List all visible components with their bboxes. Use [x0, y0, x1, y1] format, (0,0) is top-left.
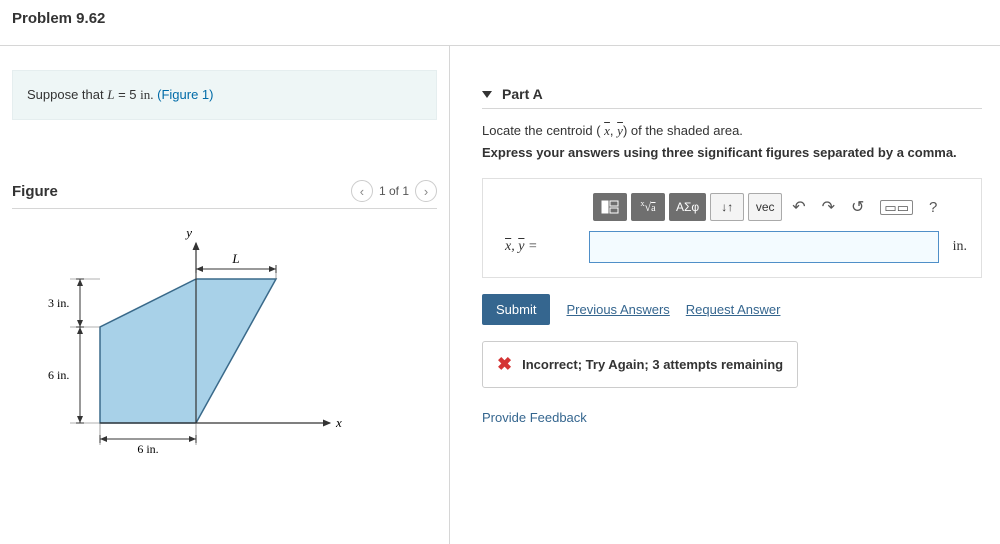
part-label: Part A: [502, 86, 543, 102]
answer-unit: in.: [947, 239, 967, 255]
prev-figure-button[interactable]: ‹: [351, 180, 373, 202]
next-figure-button[interactable]: ›: [415, 180, 437, 202]
label-eq: =: [524, 239, 537, 254]
answer-input[interactable]: [589, 231, 939, 263]
incorrect-icon: ✖: [497, 354, 512, 375]
svg-text:L: L: [231, 251, 239, 266]
redo-button[interactable]: ↷: [816, 193, 841, 221]
answer-block: x√a ΑΣφ ↓↑ vec ↶ ↷ ↺ ▭▭ ? x, y = in.: [482, 178, 982, 278]
problem-prompt: Suppose that L = 5 in. (Figure 1): [12, 70, 437, 120]
answer-label: x, y =: [501, 239, 581, 255]
part-header[interactable]: Part A: [482, 86, 982, 109]
svg-text:6 in.: 6 in.: [48, 368, 69, 382]
collapse-icon: [482, 91, 492, 98]
feedback-box: ✖ Incorrect; Try Again; 3 attempts remai…: [482, 341, 798, 388]
figure-link[interactable]: (Figure 1): [157, 87, 213, 102]
main-columns: Suppose that L = 5 in. (Figure 1) Figure…: [0, 46, 1000, 544]
provide-feedback-link[interactable]: Provide Feedback: [482, 410, 982, 425]
right-column: Part A Locate the centroid ( x, y) of th…: [450, 46, 1000, 544]
label-xbar: x: [505, 239, 511, 254]
equation-toolbar: x√a ΑΣφ ↓↑ vec ↶ ↷ ↺ ▭▭ ?: [593, 193, 967, 221]
figure-heading: Figure: [12, 183, 58, 200]
figure-diagram: x y 3 in. 6 in. 6 in. L: [20, 223, 350, 463]
svg-text:3 in.: 3 in.: [48, 296, 69, 310]
sqrt-button[interactable]: x√a: [631, 193, 665, 221]
answer-input-row: x, y = in.: [501, 231, 967, 263]
greek-button[interactable]: ΑΣφ: [669, 193, 706, 221]
svg-text:6 in.: 6 in.: [137, 442, 158, 456]
keyboard-icon: ▭▭: [880, 200, 913, 215]
instruction-text: Locate the centroid ( x, y) of the shade…: [482, 123, 982, 139]
submit-button[interactable]: Submit: [482, 294, 550, 325]
template-icon: [601, 200, 619, 214]
figure-pager: ‹ 1 of 1 ›: [351, 180, 437, 202]
pager-text: 1 of 1: [379, 184, 409, 198]
prompt-text: Suppose that: [27, 87, 107, 102]
reset-button[interactable]: ↺: [845, 193, 870, 221]
figure-header: Figure ‹ 1 of 1 ›: [12, 180, 437, 209]
previous-answers-link[interactable]: Previous Answers: [566, 302, 669, 317]
vec-button[interactable]: vec: [748, 193, 782, 221]
sqrt-icon: x√a: [640, 199, 655, 215]
request-answer-link[interactable]: Request Answer: [686, 302, 781, 317]
keyboard-button[interactable]: ▭▭: [874, 193, 919, 221]
svg-text:x: x: [335, 415, 342, 430]
left-column: Suppose that L = 5 in. (Figure 1) Figure…: [0, 46, 450, 544]
prompt-unit: in.: [140, 87, 153, 102]
undo-button[interactable]: ↶: [786, 193, 811, 221]
help-button[interactable]: ?: [923, 199, 943, 216]
svg-text:y: y: [184, 225, 192, 240]
prompt-eq: = 5: [114, 87, 140, 102]
arrows-button[interactable]: ↓↑: [710, 193, 744, 221]
instruction-bold: Express your answers using three signifi…: [482, 145, 982, 160]
feedback-text: Incorrect; Try Again; 3 attempts remaini…: [522, 357, 783, 372]
instr-seg2: ) of the shaded area.: [623, 123, 743, 138]
page-title: Problem 9.62: [0, 0, 1000, 46]
instr-seg: Locate the centroid (: [482, 123, 604, 138]
action-row: Submit Previous Answers Request Answer: [482, 294, 982, 325]
template-button[interactable]: [593, 193, 627, 221]
